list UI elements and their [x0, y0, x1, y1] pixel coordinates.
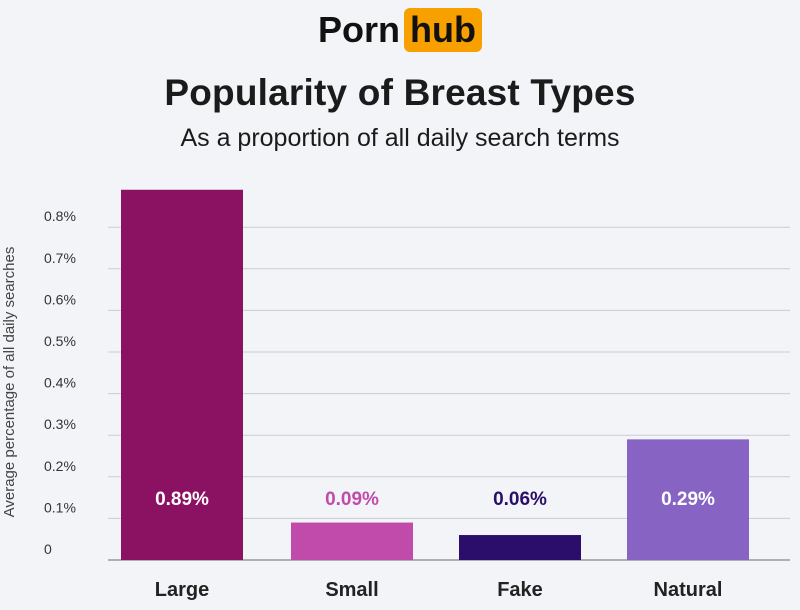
x-tick-label-small: Small — [325, 579, 378, 601]
bars — [121, 189, 749, 560]
y-tick-label: 0.1% — [44, 499, 76, 515]
brand-logo-part2: hub — [404, 8, 482, 53]
y-tick-label: 0.5% — [44, 333, 76, 349]
y-tick-label: 0.3% — [44, 416, 76, 432]
y-tick-label: 0 — [44, 541, 52, 557]
x-tick-label-natural: Natural — [654, 579, 723, 601]
y-tick-label: 0.7% — [44, 250, 76, 266]
x-tick-label-large: Large — [155, 579, 209, 601]
chart-title: Popularity of Breast Types — [164, 72, 636, 113]
bar-large — [121, 189, 243, 560]
data-label-large: 0.89% — [155, 489, 209, 510]
y-axis-ticks: 0 0.1% 0.2% 0.3% 0.4% 0.5% 0.6% 0.7% 0.8% — [44, 208, 76, 557]
brand-logo: Porn hub — [0, 6, 800, 53]
data-label-natural: 0.29% — [661, 489, 715, 510]
chart-subtitle: As a proportion of all daily search term… — [180, 124, 620, 152]
data-label-small: 0.09% — [325, 489, 379, 510]
data-label-fake: 0.06% — [493, 489, 547, 510]
y-tick-label: 0.8% — [44, 208, 76, 224]
data-labels: 0.89% 0.09% 0.06% 0.29% — [155, 489, 715, 510]
y-tick-label: 0.2% — [44, 458, 76, 474]
y-tick-label: 0.4% — [44, 375, 76, 391]
y-axis-label: Average percentage of all daily searches — [1, 247, 18, 518]
y-tick-label: 0.6% — [44, 291, 76, 307]
x-axis-ticks: Large Small Fake Natural — [155, 579, 723, 601]
brand-logo-part1: Porn — [318, 9, 401, 51]
x-tick-label-fake: Fake — [497, 579, 543, 601]
bar-natural — [627, 439, 749, 560]
bar-small — [291, 522, 413, 560]
bar-fake — [459, 535, 581, 560]
